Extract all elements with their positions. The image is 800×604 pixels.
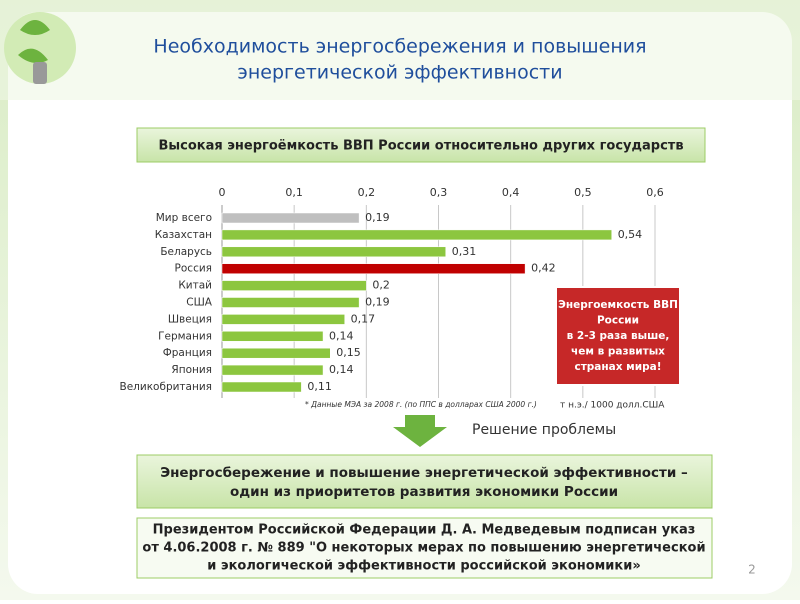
category-label: Швеция bbox=[168, 313, 212, 325]
category-label: Казахстан bbox=[155, 229, 212, 241]
bar bbox=[221, 297, 360, 308]
footnote: * Данные МЭА за 2008 г. (по ППС в доллар… bbox=[305, 400, 537, 409]
bar bbox=[221, 331, 324, 342]
bar bbox=[221, 381, 302, 393]
value-label: 0,17 bbox=[351, 312, 376, 325]
title: энергетической эффективности bbox=[237, 62, 562, 84]
category-label: США bbox=[186, 297, 213, 309]
logo bbox=[4, 12, 76, 84]
value-label: 0,19 bbox=[365, 211, 390, 224]
category-label: Мир всего bbox=[156, 212, 212, 224]
callout-text: странах мира! bbox=[574, 361, 661, 373]
title: Необходимость энергосбережения и повышен… bbox=[153, 36, 646, 58]
value-label: 0,31 bbox=[452, 245, 477, 258]
x-tick-label: 0,3 bbox=[430, 186, 448, 199]
bar bbox=[221, 280, 367, 291]
header-band bbox=[0, 0, 800, 100]
category-label: Германия bbox=[158, 330, 212, 342]
category-label: Франция bbox=[163, 347, 212, 359]
chart: 0 0,1 0,2 0,3 0,4 0,5 0,6 Мир всего 0,19 Казахста… bbox=[120, 186, 666, 411]
priority-text: Энергосбережение и повышение энергетичес… bbox=[160, 465, 688, 481]
decree-box bbox=[136, 517, 713, 579]
bar bbox=[221, 229, 612, 241]
category-label: Россия bbox=[175, 263, 212, 275]
decree-text: и экологической эффективности российской… bbox=[207, 559, 641, 574]
bar bbox=[221, 246, 446, 258]
value-label: 0,15 bbox=[336, 346, 361, 359]
x-tick-label: 0,6 bbox=[646, 186, 664, 199]
decree-text: Президентом Российской Федерации Д. А. М… bbox=[153, 523, 696, 538]
category-label: Китай bbox=[178, 280, 212, 292]
bar bbox=[221, 212, 360, 224]
bar bbox=[221, 364, 324, 376]
callout-text: России bbox=[597, 315, 639, 327]
x-tick-label: 0,4 bbox=[502, 186, 520, 199]
value-label: 0,19 bbox=[365, 296, 390, 309]
x-tick-label: 0,5 bbox=[574, 186, 592, 199]
callout-text: Энергоемкость ВВП bbox=[558, 299, 678, 311]
callout-text: чем в развитых bbox=[571, 346, 665, 358]
unit-label: т н.э./ 1000 долл.США bbox=[560, 401, 665, 411]
banner: Высокая энергоёмкость ВВП России относит… bbox=[158, 139, 683, 154]
value-label: 0,11 bbox=[307, 380, 332, 393]
callout-box bbox=[555, 286, 681, 386]
value-label: 0,14 bbox=[329, 329, 354, 342]
category-label: Япония bbox=[171, 364, 212, 376]
x-tick-label: 0,1 bbox=[285, 186, 303, 199]
x-tick-label: 0 bbox=[219, 186, 226, 199]
category-label: Великобритания bbox=[120, 381, 213, 393]
arrow bbox=[393, 415, 447, 447]
callout-text: в 2-3 раза выше, bbox=[567, 330, 670, 342]
callout: Энергоемкость ВВП России в 2-3 раза выше, ч… bbox=[558, 299, 678, 373]
banner-box bbox=[136, 127, 706, 163]
category-label: Беларусь bbox=[160, 246, 212, 258]
page-number: 2 bbox=[748, 563, 756, 577]
priority-text: один из приоритетов развития экономики Р… bbox=[230, 484, 618, 500]
priority-box bbox=[136, 454, 713, 509]
decree-text: от 4.06.2008 г. № 889 "О некоторых мерах… bbox=[142, 541, 705, 556]
solution-label: Решение проблемы bbox=[472, 422, 616, 438]
value-label: 0,42 bbox=[531, 262, 556, 275]
bar bbox=[221, 314, 345, 325]
x-tick-label: 0,2 bbox=[358, 186, 376, 199]
bar bbox=[221, 347, 331, 359]
value-label: 0,54 bbox=[618, 228, 643, 241]
bar bbox=[221, 263, 526, 274]
value-label: 0,2 bbox=[372, 279, 390, 292]
value-label: 0,14 bbox=[329, 363, 354, 376]
